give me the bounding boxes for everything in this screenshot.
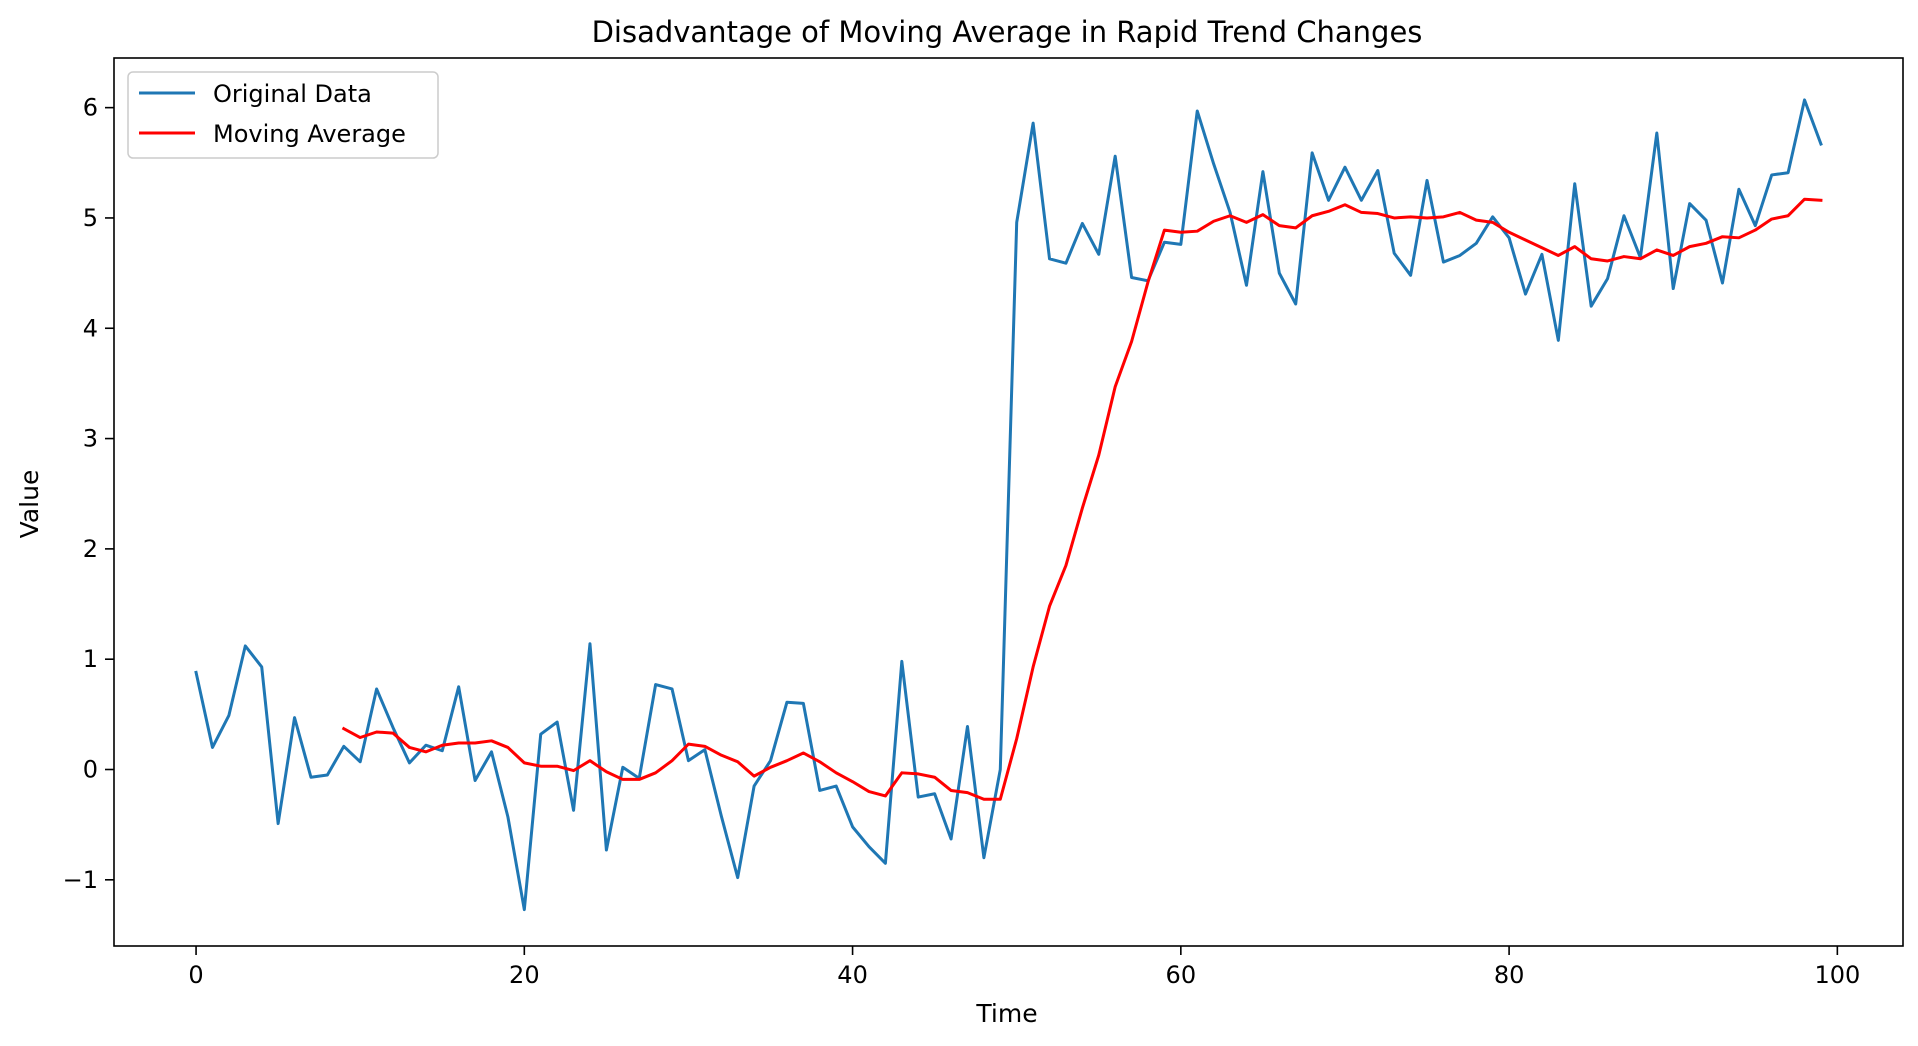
y-tick-label: −1 — [63, 866, 98, 894]
x-tick-label: 40 — [837, 961, 868, 989]
y-tick-label: 4 — [83, 314, 98, 342]
x-tick-label: 100 — [1814, 961, 1860, 989]
x-tick-label: 60 — [1166, 961, 1197, 989]
x-tick-label: 20 — [509, 961, 540, 989]
plot-frame — [113, 57, 1904, 947]
series-line-original-data — [194, 98, 1823, 912]
x-axis-label: Time — [975, 999, 1037, 1028]
x-tick-label: 80 — [1494, 961, 1525, 989]
y-tick-label: 0 — [83, 756, 98, 784]
x-tick-label: 0 — [188, 961, 203, 989]
y-tick-label: 3 — [83, 425, 98, 453]
y-tick-label: 6 — [83, 94, 98, 122]
legend-entry-label: Moving Average — [213, 120, 406, 148]
y-tick-label: 5 — [83, 204, 98, 232]
y-tick-label: 2 — [83, 535, 98, 563]
legend: Original Data Moving Average — [127, 71, 439, 159]
y-tick-label: 1 — [83, 645, 98, 673]
legend-box — [127, 71, 439, 159]
y-axis-label: Value — [15, 470, 44, 539]
y-axis-ticks: −1 0 1 2 3 4 5 6 — [63, 94, 114, 894]
plot-area — [113, 57, 1904, 947]
chart-title: Disadvantage of Moving Average in Rapid … — [592, 15, 1423, 49]
legend-entry-label: Original Data — [213, 80, 372, 108]
x-axis-ticks: 0 20 40 60 80 100 — [188, 946, 1860, 989]
series-lines — [194, 98, 1823, 912]
series-line-moving-average — [341, 197, 1823, 801]
